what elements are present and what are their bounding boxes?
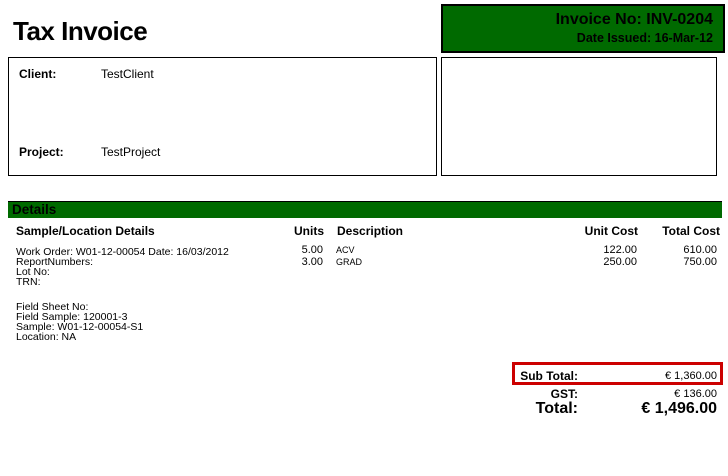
sample-info-line: Lot No: bbox=[16, 266, 50, 278]
sample-info-line: Location: NA bbox=[16, 331, 77, 343]
project-value: TestProject bbox=[101, 145, 161, 159]
page-title: Tax Invoice bbox=[13, 16, 148, 46]
sample-info-line: Work Order: W01-12-00054 Date: 16/03/201… bbox=[16, 246, 229, 258]
sample-info-line: TRN: bbox=[16, 276, 41, 288]
total-label: Total: bbox=[535, 400, 578, 417]
sample-info-line: ReportNumbers: bbox=[16, 256, 94, 268]
client-value: TestClient bbox=[101, 67, 154, 81]
line-item-unit-cost: 122.00 bbox=[603, 244, 637, 256]
sample-info-line: Field Sheet No: bbox=[16, 301, 89, 313]
project-label: Project: bbox=[19, 145, 64, 159]
line-item-units: 3.00 bbox=[301, 256, 323, 268]
line-item-total-cost: 750.00 bbox=[683, 256, 717, 268]
column-header-total-cost: Total Cost bbox=[662, 224, 720, 238]
sample-info-block: Field Sheet No: Field Sample: 120001-3 S… bbox=[16, 301, 144, 343]
sample-info-line: Field Sample: 120001-3 bbox=[16, 311, 128, 323]
invoice-number-label: Invoice No: bbox=[555, 11, 642, 28]
line-item-total-cost: 610.00 bbox=[683, 244, 717, 256]
details-section-header: Details bbox=[8, 201, 722, 218]
column-header-units: Units bbox=[294, 224, 324, 238]
address-empty-box bbox=[441, 57, 717, 176]
sample-info-line: Sample: W01-12-00054-S1 bbox=[16, 321, 144, 333]
subtotal-value: € 1,360.00 bbox=[665, 370, 717, 382]
total-value: € 1,496.00 bbox=[641, 400, 717, 417]
date-issued-label: Date Issued: bbox=[576, 31, 652, 45]
column-header-unit-cost: Unit Cost bbox=[584, 224, 638, 238]
invoice-number-value: INV-0204 bbox=[646, 11, 713, 28]
gst-label: GST: bbox=[550, 387, 578, 401]
line-item-description: ACV bbox=[336, 245, 355, 255]
gst-value: € 136.00 bbox=[674, 388, 717, 400]
client-label: Client: bbox=[19, 67, 57, 81]
invoice-header-box: Invoice No: INV-0204 Date Issued: 16-Mar… bbox=[441, 4, 725, 53]
client-project-box: Client: TestClient Project: TestProject bbox=[8, 57, 437, 176]
line-item-unit-cost: 250.00 bbox=[603, 256, 637, 268]
invoice-number-line: Invoice No: INV-0204 bbox=[443, 9, 713, 30]
column-header-sample-location: Sample/Location Details bbox=[16, 224, 155, 238]
line-item-units: 5.00 bbox=[301, 244, 323, 256]
line-item-description: GRAD bbox=[336, 257, 363, 267]
date-issued-value: 16-Mar-12 bbox=[654, 31, 713, 45]
date-issued-line: Date Issued: 16-Mar-12 bbox=[443, 30, 713, 47]
subtotal-highlight-box bbox=[512, 362, 723, 385]
sample-info-block: Work Order: W01-12-00054 Date: 16/03/201… bbox=[16, 246, 229, 288]
column-header-description: Description bbox=[337, 224, 404, 238]
subtotal-label: Sub Total: bbox=[520, 369, 578, 383]
